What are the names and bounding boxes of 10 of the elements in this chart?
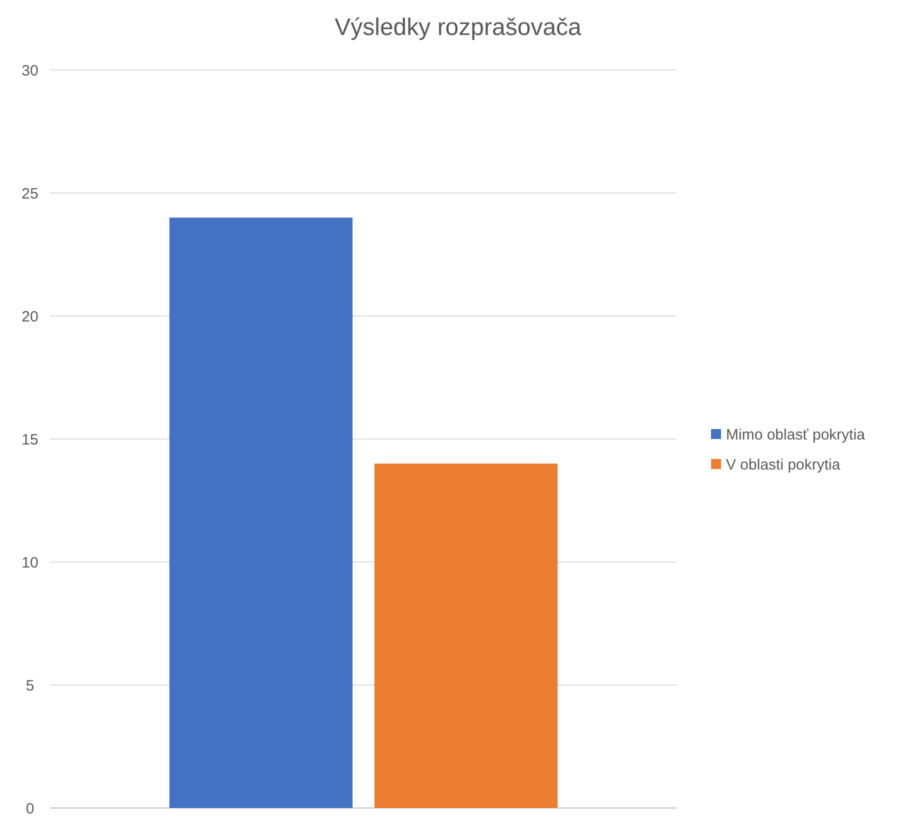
chart-title: Výsledky rozprašovača <box>334 14 582 41</box>
y-tick-label: 0 <box>26 800 34 818</box>
y-tick-label: 5 <box>26 677 34 694</box>
y-tick-label: 15 <box>22 431 38 448</box>
y-tick-label: 10 <box>22 554 38 572</box>
legend-label: V oblasti pokrytia <box>726 456 841 474</box>
y-tick-label: 30 <box>22 62 38 80</box>
y-tick-label: 25 <box>22 185 38 202</box>
legend-label: Mimo oblasť pokrytia <box>726 426 866 444</box>
y-tick-label: 20 <box>22 308 38 326</box>
